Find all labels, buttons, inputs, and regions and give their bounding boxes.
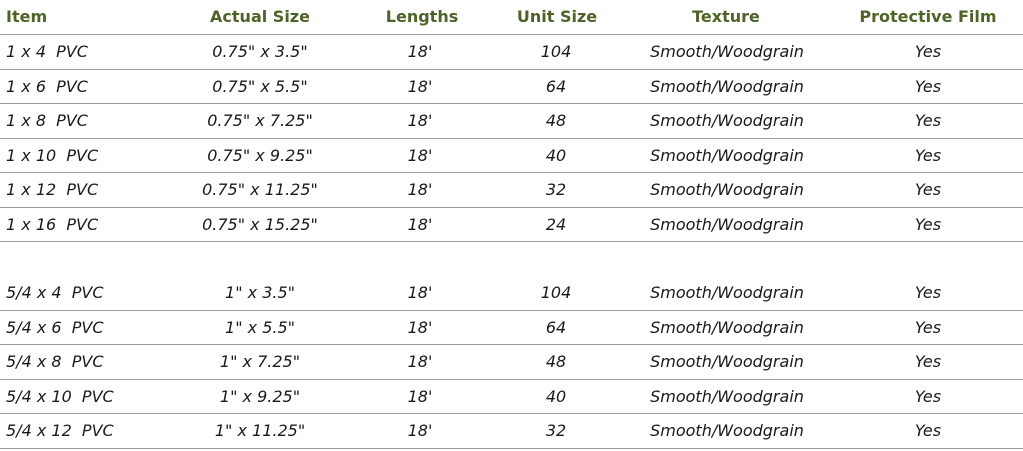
- cell-lengths: 18': [407, 421, 433, 440]
- group-spacer: [0, 242, 1023, 276]
- cell-lengths: 18': [407, 180, 433, 199]
- header-unit-size: Unit Size: [516, 7, 598, 26]
- cell-item: 1 x 12 PVC: [6, 180, 99, 199]
- header-texture: Texture: [692, 7, 760, 26]
- table-body: 1 x 4 PVC 0.75" x 3.5" 18' 104 Smooth/Woodgr…: [0, 35, 1023, 449]
- cell-texture: Smooth/Woodgrain: [650, 180, 804, 199]
- table-row: 1 x 10 PVC 0.75" x 9.25" 18' 40 Smooth/Woodg…: [0, 139, 1023, 173]
- cell-item: 5/4 x 6 PVC: [6, 317, 104, 337]
- table-row: 5/4 x 4 PVC 1" x 3.5" 18' 104 Smooth/Woodgra…: [0, 276, 1023, 311]
- cell-actual-size: 0.75" x 7.25": [207, 111, 313, 130]
- table-row: 5/4 x 10 PVC 1" x 9.25" 18' 40 Smooth/Woodgr…: [0, 380, 1023, 414]
- cell-actual-size: 0.75" x 3.5": [212, 42, 308, 61]
- cell-texture: Smooth/Woodgrain: [650, 214, 804, 234]
- cell-item: 1 x 16 PVC: [6, 214, 99, 234]
- cell-unit-size: 48: [545, 111, 567, 130]
- cell-lengths: 18': [407, 76, 433, 96]
- cell-texture: Smooth/Woodgrain: [650, 111, 804, 130]
- cell-protective-film: Yes: [914, 76, 942, 96]
- cell-protective-film: Yes: [914, 145, 942, 165]
- cell-lengths: 18': [407, 111, 433, 130]
- cell-texture: Smooth/Woodgrain: [650, 42, 804, 61]
- table-row: 1 x 12 PVC 0.75" x 11.25" 18' 32 Smooth/Wood…: [0, 173, 1023, 208]
- cell-texture: Smooth/Woodgrain: [650, 317, 804, 337]
- cell-actual-size: 0.75" x 11.25": [202, 180, 318, 199]
- cell-protective-film: Yes: [914, 214, 942, 234]
- cell-protective-film: Yes: [914, 283, 942, 302]
- table-row: 1 x 6 PVC 0.75" x 5.5" 18' 64 Smooth/Woodgra…: [0, 70, 1023, 104]
- table-row: 1 x 4 PVC 0.75" x 3.5" 18' 104 Smooth/Woodgr…: [0, 35, 1023, 70]
- cell-unit-size: 104: [540, 42, 572, 61]
- cell-lengths: 18': [407, 352, 433, 371]
- cell-texture: Smooth/Woodgrain: [650, 386, 804, 406]
- cell-item: 1 x 6 PVC: [6, 76, 88, 96]
- cell-unit-size: 32: [545, 421, 567, 440]
- cell-unit-size: 48: [545, 352, 567, 371]
- cell-item: 5/4 x 4 PVC: [6, 283, 104, 302]
- cell-texture: Smooth/Woodgrain: [650, 421, 804, 440]
- table-row: 5/4 x 12 PVC 1" x 11.25" 18' 32 Smooth/Woodg…: [0, 414, 1023, 449]
- table-header-row: Item Actual Size Lengths Unit Size Textu…: [0, 0, 1023, 35]
- cell-lengths: 18': [407, 145, 433, 165]
- cell-lengths: 18': [407, 42, 433, 61]
- cell-lengths: 18': [407, 386, 433, 406]
- cell-unit-size: 40: [545, 145, 567, 165]
- table-row: 5/4 x 6 PVC 1" x 5.5" 18' 64 Smooth/Woodgrai…: [0, 311, 1023, 345]
- cell-item: 1 x 10 PVC: [6, 145, 99, 165]
- cell-lengths: 18': [407, 214, 433, 234]
- cell-lengths: 18': [407, 317, 433, 337]
- header-item: Item: [6, 7, 48, 26]
- cell-actual-size: 1" x 9.25": [219, 386, 301, 406]
- cell-unit-size: 64: [545, 317, 567, 337]
- cell-actual-size: 1" x 3.5": [225, 283, 295, 302]
- cell-actual-size: 1" x 11.25": [214, 421, 306, 440]
- cell-unit-size: 24: [545, 214, 567, 234]
- cell-protective-film: Yes: [914, 111, 942, 130]
- header-actual-size: Actual Size: [210, 7, 310, 26]
- cell-actual-size: 0.75" x 9.25": [207, 145, 313, 165]
- header-lengths: Lengths: [385, 7, 459, 26]
- cell-protective-film: Yes: [914, 317, 942, 337]
- cell-protective-film: Yes: [914, 180, 942, 199]
- table-row: 5/4 x 8 PVC 1" x 7.25" 18' 48 Smooth/Woodgra…: [0, 345, 1023, 380]
- cell-item: 5/4 x 10 PVC: [6, 386, 114, 406]
- cell-texture: Smooth/Woodgrain: [650, 283, 804, 302]
- cell-texture: Smooth/Woodgrain: [650, 145, 804, 165]
- cell-item: 1 x 4 PVC: [6, 42, 88, 61]
- cell-unit-size: 104: [540, 283, 572, 302]
- header-protective-film: Protective Film: [859, 7, 997, 26]
- cell-item: 1 x 8 PVC: [6, 111, 88, 130]
- cell-actual-size: 0.75" x 15.25": [202, 214, 318, 234]
- cell-item: 5/4 x 8 PVC: [6, 352, 104, 371]
- cell-texture: Smooth/Woodgrain: [650, 352, 804, 371]
- cell-protective-film: Yes: [914, 352, 942, 371]
- cell-unit-size: 32: [545, 180, 567, 199]
- cell-actual-size: 1" x 5.5": [225, 317, 295, 337]
- cell-unit-size: 40: [545, 386, 567, 406]
- table-row: 1 x 16 PVC 0.75" x 15.25" 18' 24 Smooth/Wood…: [0, 208, 1023, 242]
- cell-lengths: 18': [407, 283, 433, 302]
- cell-unit-size: 64: [545, 76, 567, 96]
- cell-item: 5/4 x 12 PVC: [6, 421, 114, 440]
- cell-protective-film: Yes: [914, 42, 942, 61]
- cell-protective-film: Yes: [914, 421, 942, 440]
- cell-protective-film: Yes: [914, 386, 942, 406]
- table-row: 1 x 8 PVC 0.75" x 7.25" 18' 48 Smooth/Woodgr…: [0, 104, 1023, 139]
- cell-actual-size: 0.75" x 5.5": [212, 76, 308, 96]
- cell-texture: Smooth/Woodgrain: [650, 76, 804, 96]
- cell-actual-size: 1" x 7.25": [219, 352, 301, 371]
